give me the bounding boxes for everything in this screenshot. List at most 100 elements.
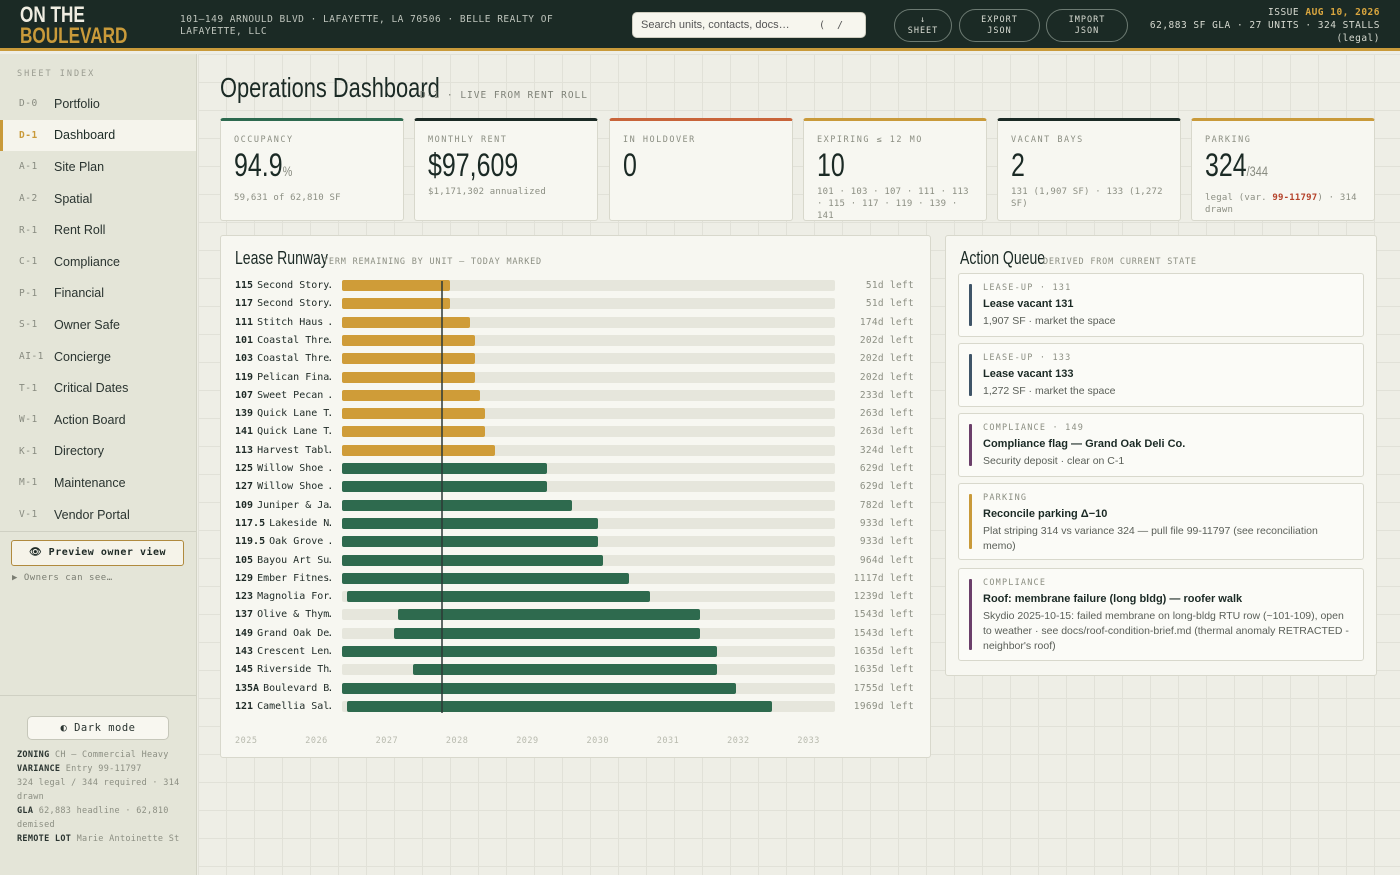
preview-owner-view-button[interactable]: 👁 Preview owner view <box>11 540 184 566</box>
runway-tenant-name: Camellia Sal… <box>257 700 331 712</box>
runway-unit-number: 113 <box>235 444 254 456</box>
runway-bar <box>342 371 476 383</box>
runway-remaining: 233d left <box>859 389 914 401</box>
property-stats-note: (legal) <box>1336 33 1380 44</box>
sidebar-item-compliance[interactable]: C-1 Compliance <box>0 246 196 278</box>
runway-row-113[interactable]: 113 Harvest Tabl… 324d left <box>235 442 920 460</box>
sidebar-item-rent-roll[interactable]: R-1 Rent Roll <box>0 214 196 246</box>
runway-track <box>342 572 835 584</box>
sidebar-item-code: M-1 <box>19 477 38 489</box>
kpi-subtext: 101 · 103 · 107 · 111 · 113 · 115 · 117 … <box>817 187 969 221</box>
zoning-label: ZONING <box>17 750 50 760</box>
action-item-tag: LEASE-UP · 131 <box>983 283 1072 293</box>
kpi-value-unit: % <box>282 163 293 179</box>
runway-row-103[interactable]: 103 Coastal Thre… 202d left <box>235 350 920 368</box>
runway-row-111[interactable]: 111 Stitch Haus … 174d left <box>235 314 920 332</box>
action-item[interactable]: PARKING Reconcile parking Δ−10 Plat stripi… <box>958 483 1364 560</box>
runway-bar <box>342 389 481 401</box>
runway-row-117[interactable]: 117 Second Story… 51d left <box>235 295 920 313</box>
action-item-title: Lease vacant 131 <box>983 298 1074 310</box>
runway-track <box>342 298 835 310</box>
runway-row-121[interactable]: 121 Camellia Sal… 1969d left <box>235 698 920 716</box>
sidebar-item-code: R-1 <box>19 224 38 236</box>
action-item[interactable]: COMPLIANCE · 149 Compliance flag — Grand … <box>958 413 1364 477</box>
runway-row-105[interactable]: 105 Bayou Art Su… 964d left <box>235 552 920 570</box>
runway-row-123[interactable]: 123 Magnolia For… 1239d left <box>235 588 920 606</box>
year-tick: 2027 <box>375 736 399 746</box>
runway-row-115[interactable]: 115 Second Story… 51d left <box>235 277 920 295</box>
sidebar-item-maintenance[interactable]: M-1 Maintenance <box>0 467 196 499</box>
download-sheet-label: SHEET <box>907 26 939 36</box>
runway-row-107[interactable]: 107 Sweet Pecan … 233d left <box>235 387 920 405</box>
runway-unit-number: 135A <box>235 682 260 694</box>
logo[interactable]: ON THE BOULEVARD <box>20 4 128 48</box>
runway-row-141[interactable]: 141 Quick Lane T… 263d left <box>235 423 920 441</box>
sidebar-item-directory[interactable]: K-1 Directory <box>0 436 196 468</box>
sidebar-item-spatial[interactable]: A-2 Spatial <box>0 183 196 215</box>
runway-row-127[interactable]: 127 Willow Shoe … 629d left <box>235 478 920 496</box>
sidebar-item-critical-dates[interactable]: T-1 Critical Dates <box>0 372 196 404</box>
download-sheet-button[interactable]: ↓ SHEET <box>894 9 952 42</box>
action-item[interactable]: LEASE-UP · 131 Lease vacant 131 1,907 SF ·… <box>958 273 1364 337</box>
runway-remaining: 174d left <box>859 316 914 328</box>
runway-row-119[interactable]: 119 Pelican Fina… 202d left <box>235 369 920 387</box>
runway-tenant-name: Stitch Haus … <box>257 316 331 328</box>
runway-row-149[interactable]: 149 Grand Oak De… 1543d left <box>235 625 920 643</box>
runway-bar <box>342 499 573 511</box>
runway-row-109[interactable]: 109 Juniper & Ja… 782d left <box>235 497 920 515</box>
sidebar-item-code: P-1 <box>19 287 38 299</box>
lease-runway-subtitle: TERM REMAINING BY UNIT — TODAY MARKED <box>323 257 542 267</box>
runway-tenant-name: Crescent Len… <box>257 646 331 657</box>
import-json-button[interactable]: IMPORT JSON <box>1046 9 1128 42</box>
runway-unit: 111 Stitch Haus … <box>235 317 331 328</box>
runway-unit: 119.5 Oak Grove … <box>235 536 331 547</box>
runway-row-139[interactable]: 139 Quick Lane T… 263d left <box>235 405 920 423</box>
runway-unit: 143 Crescent Len… <box>235 646 331 657</box>
runway-unit-number: 109 <box>235 499 254 511</box>
runway-row-145[interactable]: 145 Riverside Th… 1635d left <box>235 661 920 679</box>
runway-tenant-name: Grand Oak De… <box>257 627 331 639</box>
sidebar-item-dashboard[interactable]: D-1 Dashboard <box>0 119 196 152</box>
action-item-tag: LEASE-UP · 133 <box>983 353 1072 363</box>
runway-unit-number: 143 <box>235 646 254 657</box>
sidebar-item-concierge[interactable]: AI-1 Concierge <box>0 341 196 373</box>
runway-row-117.5[interactable]: 117.5 Lakeside N… 933d left <box>235 515 920 533</box>
runway-row-129[interactable]: 129 Ember Fitnes… 1117d left <box>235 570 920 588</box>
runway-row-135A[interactable]: 135A Boulevard B… 1755d left <box>235 680 920 698</box>
sidebar-item-owner-safe[interactable]: S-1 Owner Safe <box>0 309 196 341</box>
export-json-button[interactable]: EXPORT JSON <box>959 9 1040 42</box>
runway-bar <box>393 627 701 639</box>
kpi-value-number: $97,609 <box>428 147 519 183</box>
runway-row-137[interactable]: 137 Olive & Thym… 1543d left <box>235 606 920 624</box>
action-item-stripe <box>969 284 972 326</box>
sidebar-item-financial[interactable]: P-1 Financial <box>0 278 196 310</box>
runway-row-119.5[interactable]: 119.5 Oak Grove … 933d left <box>235 533 920 551</box>
action-item[interactable]: COMPLIANCE Roof: membrane failure (long b… <box>958 568 1364 661</box>
runway-remaining: 933d left <box>859 517 914 529</box>
sidebar-divider <box>0 531 196 532</box>
action-item[interactable]: LEASE-UP · 133 Lease vacant 133 1,272 SF ·… <box>958 343 1364 407</box>
runway-row-143[interactable]: 143 Crescent Len… 1635d left <box>235 643 920 661</box>
runway-tenant-name: Riverside Th… <box>257 664 331 676</box>
logo-line-2: BOULEVARD <box>20 23 128 48</box>
kpi-card-in-holdover: IN HOLDOVER 0 <box>609 118 793 221</box>
sidebar-item-portfolio[interactable]: D-0 Portfolio <box>0 88 196 120</box>
search-input[interactable] <box>641 19 811 31</box>
search-box[interactable]: ( / <box>632 12 866 38</box>
sidebar-item-vendor-portal[interactable]: V-1 Vendor Portal <box>0 499 196 531</box>
runway-tenant-name: Olive & Thym… <box>257 609 331 621</box>
sidebar-item-action-board[interactable]: W-1 Action Board <box>0 404 196 436</box>
runway-row-101[interactable]: 101 Coastal Thre… 202d left <box>235 332 920 350</box>
runway-bar <box>342 572 630 584</box>
kpi-subtext: $1,171,302 annualized <box>428 187 546 197</box>
dark-mode-toggle[interactable]: ◐ Dark mode <box>27 716 169 740</box>
owners-can-see-toggle[interactable]: ▶ Owners can see… <box>12 573 113 583</box>
runway-row-125[interactable]: 125 Willow Shoe … 629d left <box>235 460 920 478</box>
runway-bar <box>342 334 476 346</box>
action-queue-subtitle: DERIVED FROM CURRENT STATE <box>1043 257 1197 267</box>
runway-unit-number: 117.5 <box>235 517 266 529</box>
runway-unit: 117 Second Story… <box>235 298 331 309</box>
runway-unit: 137 Olive & Thym… <box>235 609 331 620</box>
runway-unit: 121 Camellia Sal… <box>235 701 331 712</box>
sidebar-item-site-plan[interactable]: A-1 Site Plan <box>0 151 196 183</box>
